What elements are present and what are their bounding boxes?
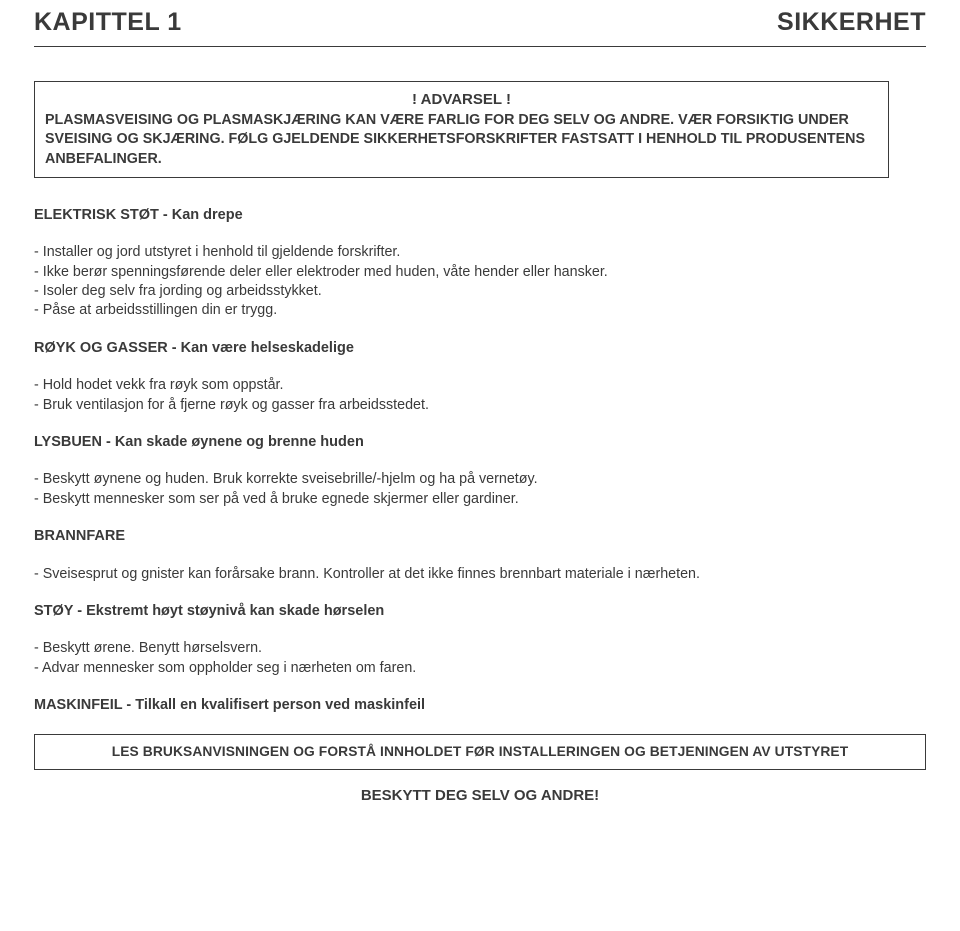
bullet-line: - Bruk ventilasjon for å fjerne røyk og …: [34, 396, 926, 415]
section-bullets: - Hold hodet vekk fra røyk som oppstår. …: [34, 376, 926, 415]
bullet-line: - Installer og jord utstyret i henhold t…: [34, 243, 926, 262]
bullet-line: - Beskytt ørene. Benytt hørselsvern.: [34, 639, 926, 658]
section-title: LYSBUEN - Kan skade øynene og brenne hud…: [34, 433, 926, 453]
warning-box: ! ADVARSEL ! PLASMASVEISING OG PLASMASKJ…: [34, 81, 889, 178]
bullet-line: - Ikke berør spenningsførende deler elle…: [34, 263, 926, 282]
section-bullets: - Sveisesprut og gnister kan forårsake b…: [34, 565, 926, 584]
section-title: MASKINFEIL - Tilkall en kvalifisert pers…: [34, 696, 926, 716]
bullet-line: - Påse at arbeidsstillingen din er trygg…: [34, 301, 926, 320]
section-title: BRANNFARE: [34, 527, 926, 547]
bullet-line: - Hold hodet vekk fra røyk som oppstår.: [34, 376, 926, 395]
section-bullets: - Installer og jord utstyret i henhold t…: [34, 243, 926, 320]
footer-box: LES BRUKSANVISNINGEN OG FORSTÅ INNHOLDET…: [34, 734, 926, 771]
page-header: KAPITTEL 1 SIKKERHET: [34, 6, 926, 47]
bullet-line: - Beskytt mennesker som ser på ved å bru…: [34, 490, 926, 509]
chapter-label: KAPITTEL 1: [34, 6, 182, 40]
bullet-line: - Sveisesprut og gnister kan forårsake b…: [34, 565, 926, 584]
bullet-line: - Advar mennesker som oppholder seg i næ…: [34, 659, 926, 678]
section-bullets: - Beskytt øynene og huden. Bruk korrekte…: [34, 470, 926, 509]
section-title: ELEKTRISK STØT - Kan drepe: [34, 206, 926, 226]
section-title: RØYK OG GASSER - Kan være helseskadelige: [34, 339, 926, 359]
bullet-line: - Isoler deg selv fra jording og arbeids…: [34, 282, 926, 301]
warning-title: ! ADVARSEL !: [45, 90, 878, 110]
warning-body: PLASMASVEISING OG PLASMASKJÆRING KAN VÆR…: [45, 111, 878, 169]
section-title: STØY - Ekstremt høyt støynivå kan skade …: [34, 602, 926, 622]
bullet-line: - Beskytt øynene og huden. Bruk korrekte…: [34, 470, 926, 489]
closing-text: BESKYTT DEG SELV OG ANDRE!: [34, 786, 926, 806]
footer-text: LES BRUKSANVISNINGEN OG FORSTÅ INNHOLDET…: [45, 743, 915, 762]
section-bullets: - Beskytt ørene. Benytt hørselsvern. - A…: [34, 639, 926, 678]
section-label: SIKKERHET: [777, 6, 926, 40]
